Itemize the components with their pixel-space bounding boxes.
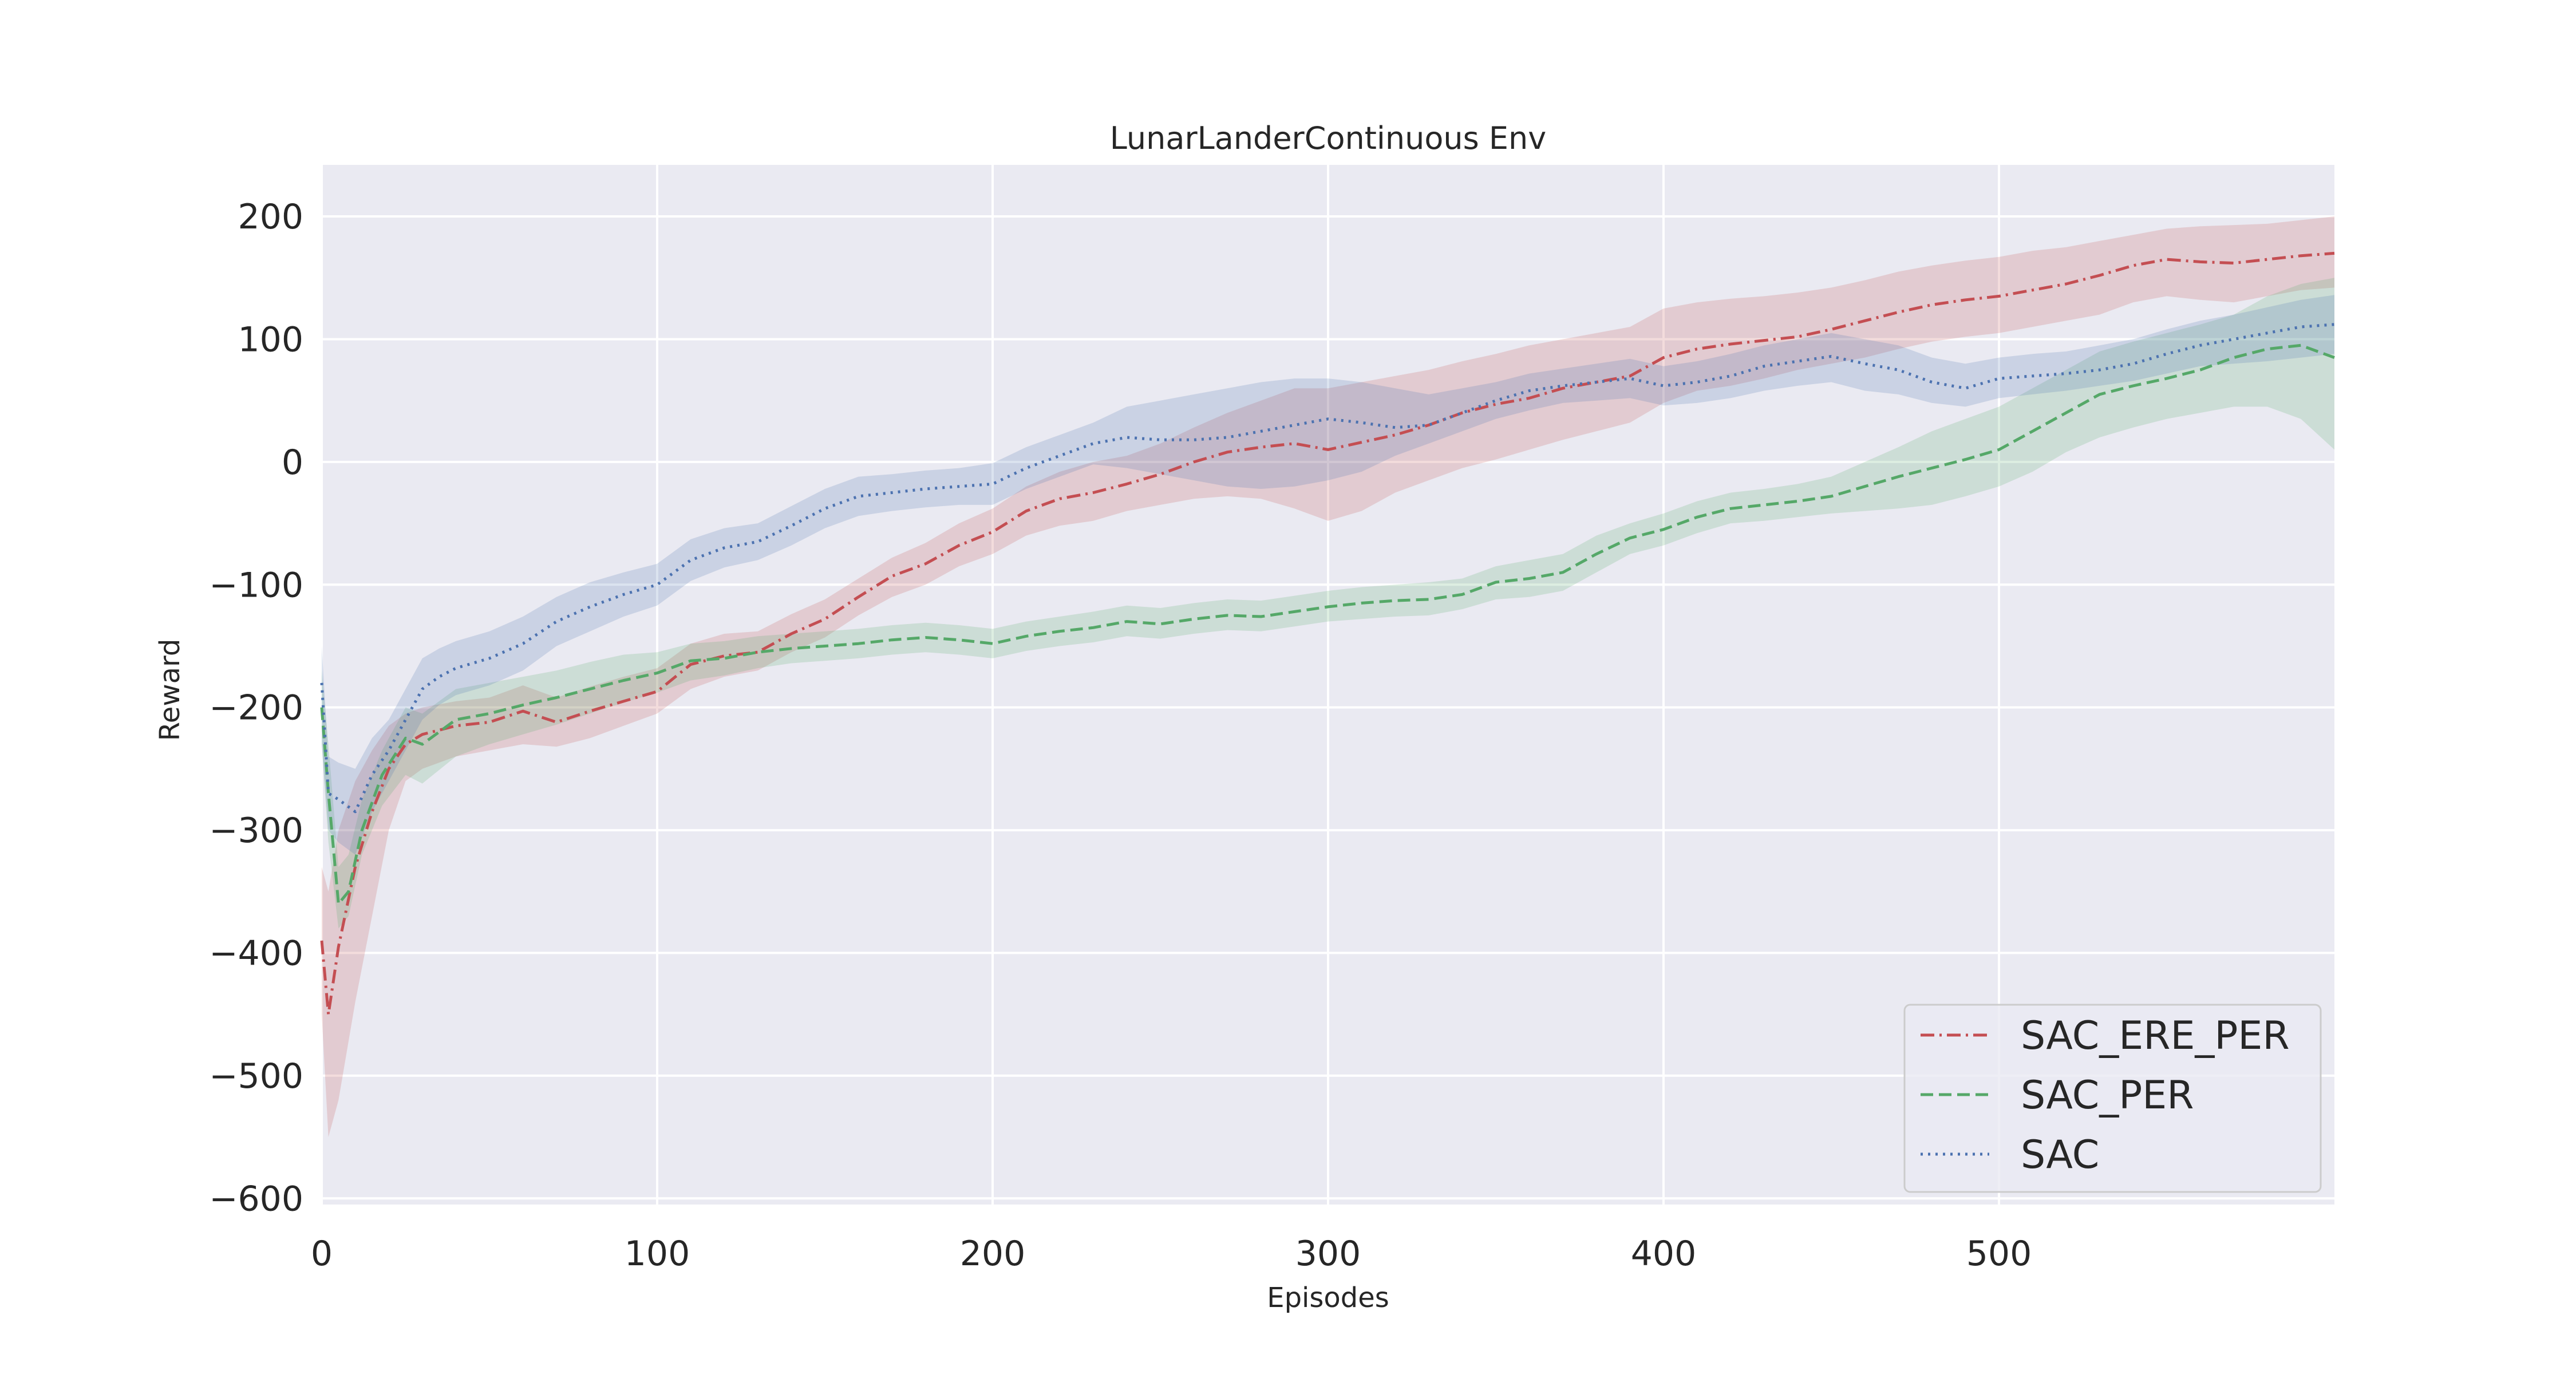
x-tick-label: 0 (311, 1234, 333, 1274)
x-tick-label: 400 (1631, 1234, 1697, 1274)
y-tick-label: −200 (209, 688, 303, 728)
x-tick-label: 500 (1966, 1234, 2032, 1274)
y-tick-label: −400 (209, 933, 303, 973)
y-tick-label: 100 (238, 319, 303, 360)
line-sac-ere-per (320, 251, 2335, 1016)
y-tick-label: −600 (209, 1179, 303, 1219)
line-sac-per (320, 344, 2335, 906)
y-axis-label: Reward (154, 639, 186, 741)
y-gridlines (322, 215, 2334, 1200)
y-tick-labels: 200 100 0 −100 −200 −300 −400 −500 −600 (209, 197, 303, 1219)
x-tick-label: 100 (625, 1234, 690, 1274)
band-sac-per (322, 278, 2334, 929)
x-axis-label: Episodes (1267, 1282, 1389, 1314)
y-tick-label: −100 (209, 565, 303, 605)
band-sac-ere-per (322, 216, 2334, 1138)
y-tick-label: −500 (209, 1056, 303, 1096)
y-tick-label: 0 (282, 443, 303, 483)
legend-box (1903, 1004, 2322, 1193)
legend-label-sac-ere-per: SAC_ERE_PER (2021, 1013, 2290, 1059)
legend: SAC_ERE_PER SAC_PER SAC (1903, 1004, 2322, 1193)
line-sac (320, 323, 2335, 814)
y-tick-label: 200 (238, 197, 303, 237)
legend-label-sac: SAC (2021, 1132, 2099, 1178)
band-sac (322, 295, 2334, 855)
x-tick-labels: 0 100 200 300 400 500 (311, 1234, 2032, 1274)
x-tick-label: 300 (1295, 1234, 1361, 1274)
y-tick-label: −300 (209, 811, 303, 851)
series-lines (320, 251, 2335, 1016)
legend-label-sac-per: SAC_PER (2021, 1073, 2194, 1118)
chart-title: LunarLanderContinuous Env (1110, 120, 1546, 156)
x-tick-label: 200 (960, 1234, 1026, 1274)
confidence-bands (322, 216, 2334, 1138)
